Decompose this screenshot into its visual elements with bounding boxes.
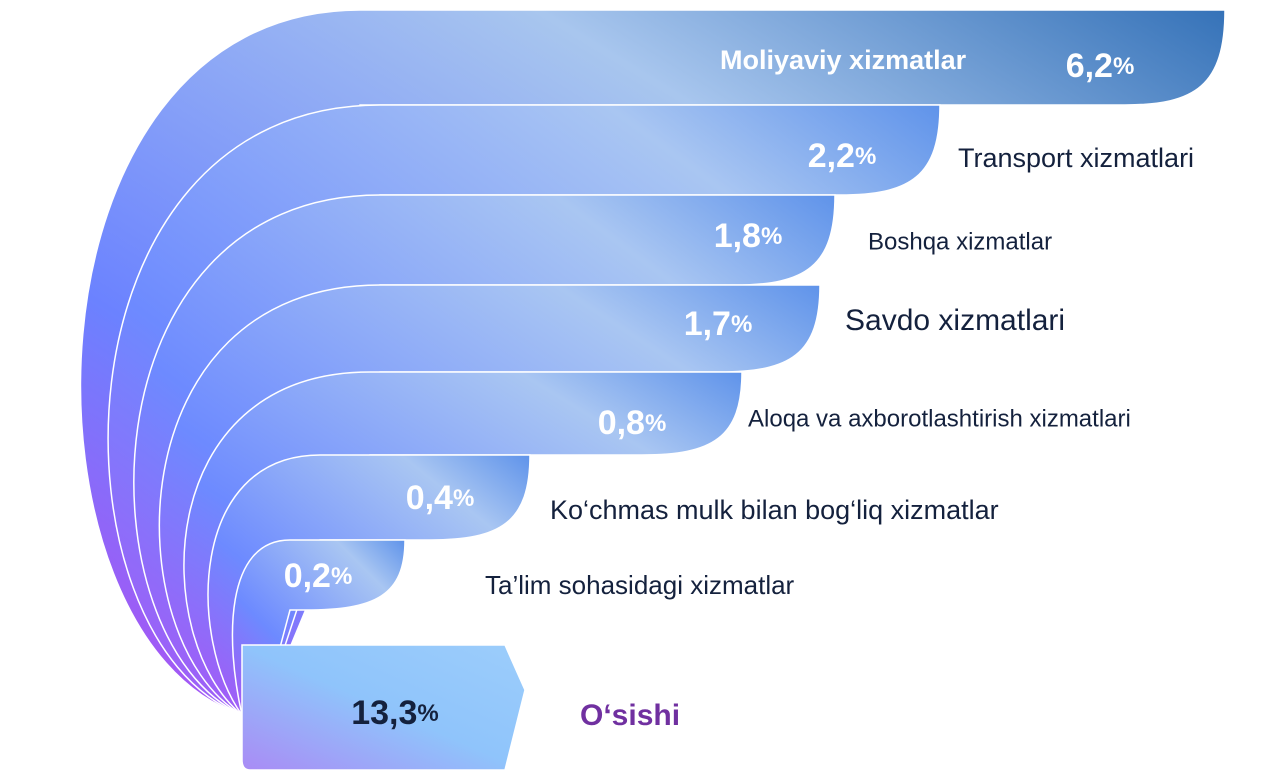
total-number: 13,3 [351,694,417,732]
item-number: 1,8 [714,217,761,255]
item-value: 0,8% [598,404,667,442]
item-unit: % [453,485,474,512]
item-number: 0,8 [598,404,645,442]
total-label: O‘sishi [580,699,680,732]
item-value: 6,2% [1066,47,1135,85]
item-name: Ta’lim sohasidagi xizmatlar [485,570,795,600]
total-box [241,644,526,771]
bands [79,9,1226,716]
item-unit: % [855,143,876,170]
item-name: Ko‘chmas mulk bilan bog‘liq xizmatlar [550,495,999,525]
band [207,454,531,716]
item-name: Boshqa xizmatlar [868,228,1052,255]
item-unit: % [1113,53,1134,80]
item-value: 1,7% [684,305,753,343]
item-value: 0,2% [284,557,353,595]
item-value: 2,2% [808,137,877,175]
item-name: Savdo xizmatlari [845,304,1065,337]
item-number: 0,4 [406,479,453,517]
item-unit: % [331,563,352,590]
item-unit: % [645,410,666,437]
item-unit: % [731,311,752,338]
band [231,539,406,716]
item-number: 0,2 [284,557,331,595]
item-number: 1,7 [684,305,731,343]
item-name: Transport xizmatlari [958,143,1194,173]
item-unit: % [761,223,782,250]
item-value: 0,4% [406,479,475,517]
total-value: 13,3% [351,694,439,732]
total-unit: % [417,700,438,727]
item-value: 1,8% [714,217,783,255]
item-number: 6,2 [1066,47,1113,85]
item-name: Aloqa va axborotlashtirish xizmatlari [748,405,1131,432]
item-number: 2,2 [808,137,855,175]
item-name: Moliyaviy xizmatlar [720,45,967,75]
